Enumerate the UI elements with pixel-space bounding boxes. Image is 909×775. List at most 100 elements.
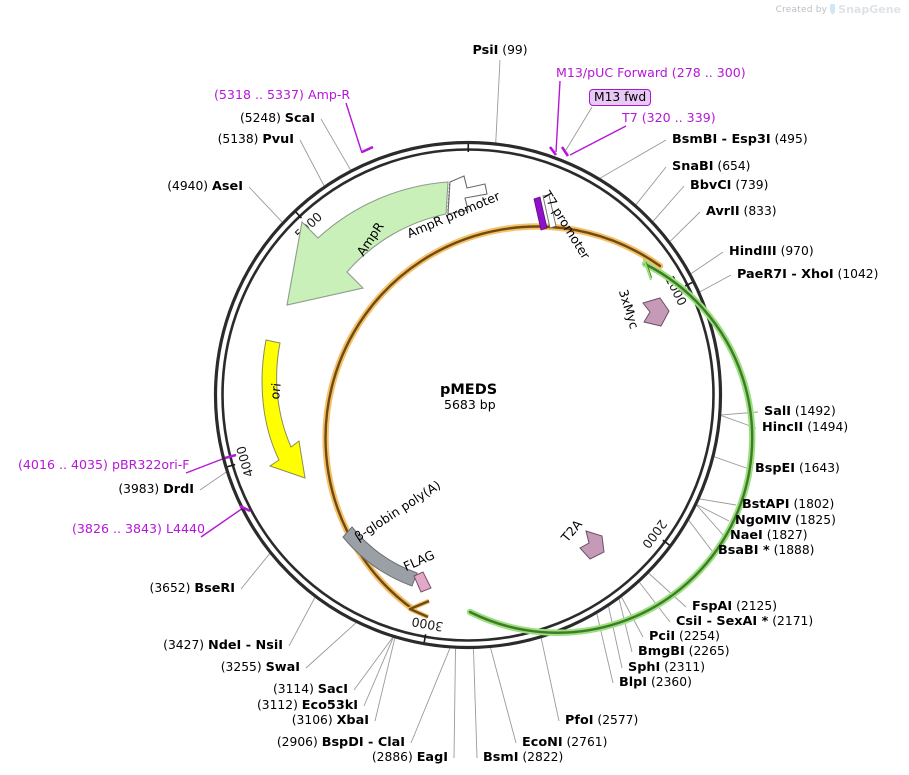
enzyme-position: (2265)	[684, 644, 730, 658]
enzyme-name: AseI	[212, 178, 243, 193]
enzyme-name: BsmI	[483, 749, 518, 764]
enzyme-position: (99)	[498, 43, 528, 57]
enzyme-position: (2254)	[675, 629, 720, 643]
enzyme-site-label: FspAI (2125)	[692, 600, 777, 614]
enzyme-leader-line	[299, 139, 325, 186]
enzyme-name-text: PvuI	[262, 132, 294, 147]
enzyme-name-text: HincII	[762, 420, 804, 435]
enzyme-site-label: HincII (1494)	[762, 421, 848, 435]
enzyme-leader-line	[696, 504, 730, 522]
enzyme-position: (3112)	[256, 698, 302, 712]
enzyme-position: (739)	[731, 178, 769, 192]
enzyme-leader-line	[248, 186, 283, 223]
enzyme-name-text: BsmI	[483, 750, 519, 765]
enzyme-name: EcoNI	[522, 734, 563, 749]
enzyme-name-text: CsiI - SexAI *	[676, 614, 769, 629]
snapgene-watermark: Created by SnapGene	[776, 3, 901, 16]
enzyme-name-text: DrdI	[163, 482, 194, 497]
tick-mark	[227, 463, 236, 468]
enzyme-site-label: SnaBI (654)	[672, 160, 750, 174]
enzyme-site-label: BstAPI (1802)	[742, 498, 834, 512]
enzyme-site-label: BbvCI (739)	[690, 179, 768, 193]
enzyme-site-label: SalI (1492)	[764, 405, 836, 419]
enzyme-name: BspEI	[755, 460, 795, 475]
enzyme-name-text: AseI	[212, 179, 243, 194]
enzyme-name-text: PciI	[649, 629, 676, 644]
enzyme-position: (2577)	[593, 713, 639, 727]
enzyme-name: SnaBI	[672, 158, 713, 173]
enzyme-name: CsiI - SexAI *	[676, 613, 768, 628]
enzyme-leader-line	[699, 274, 732, 293]
enzyme-position: (1827)	[762, 528, 808, 542]
enzyme-name-text: BsmBI - Esp3I	[672, 132, 771, 147]
enzyme-position: (2171)	[768, 614, 814, 628]
feature-name: pBR322ori-F	[111, 457, 190, 472]
enzyme-site-label: (4940) AseI	[0, 180, 243, 194]
enzyme-position: (1888)	[769, 543, 815, 557]
enzyme-leader-line	[608, 606, 623, 669]
enzyme-name-text: PaeR7I - XhoI	[737, 267, 834, 282]
enzyme-leader-line	[305, 622, 357, 669]
enzyme-position: (495)	[770, 132, 808, 146]
feature-range: (278 .. 300)	[667, 65, 746, 80]
enzyme-site-label: BsaBI * (1888)	[718, 544, 814, 558]
enzyme-position: (2311)	[660, 660, 706, 674]
enzyme-site-label: NaeI (1827)	[730, 529, 808, 543]
feature-3xmyc-tag	[642, 297, 670, 327]
enzyme-name-text: BlpI	[619, 675, 648, 690]
enzyme-name-text: BspDI - ClaI	[321, 735, 405, 750]
enzyme-leader-line	[699, 498, 737, 506]
enzyme-name-text: FspAI	[692, 599, 733, 614]
enzyme-site-label: BlpI (2360)	[619, 676, 692, 690]
enzyme-site-label: AvrII (833)	[706, 205, 777, 219]
enzyme-position: (3983)	[118, 482, 164, 496]
enzyme-position: (1042)	[833, 267, 879, 281]
primer-binding-ticks	[224, 145, 570, 513]
enzyme-site-label: (3983) DrdI	[0, 483, 194, 497]
enzyme-name-text: BseRI	[194, 581, 235, 596]
enzyme-name: NdeI - NsiI	[208, 637, 283, 652]
enzyme-name-text: AvrII	[706, 204, 740, 219]
enzyme-site-label: (3106) XbaI	[0, 714, 369, 728]
feature-label-ori: ori	[267, 382, 284, 401]
enzyme-position: (3106)	[291, 713, 337, 727]
enzyme-name: SwaI	[266, 659, 300, 674]
enzyme-leader-line	[635, 166, 667, 205]
enzyme-site-label: (2906) BspDI - ClaI	[0, 736, 405, 750]
enzyme-site-label: HindIII (970)	[729, 245, 814, 259]
m13-fwd-badge[interactable]: M13 fwd	[589, 88, 652, 107]
enzyme-leader-line	[690, 251, 724, 274]
feature-name: L4440	[165, 521, 206, 536]
enzyme-name: PfoI	[565, 712, 594, 727]
enzyme-position: (1492)	[791, 404, 836, 418]
enzyme-name: HindIII	[729, 243, 777, 258]
enzyme-site-label: (3112) Eco53kI	[0, 699, 358, 713]
tick-mark	[662, 539, 670, 546]
enzyme-position: (2360)	[647, 675, 692, 689]
enzyme-name-text: PsiI	[472, 43, 499, 58]
feature-leader-line	[555, 80, 561, 153]
enzyme-name: XbaI	[337, 712, 369, 727]
enzyme-leader-line	[453, 648, 456, 759]
enzyme-name: DrdI	[163, 481, 194, 496]
enzyme-site-label: BsmBI - Esp3I (495)	[672, 133, 808, 147]
enzyme-name: NaeI	[730, 527, 763, 542]
enzyme-name-text: SalI	[764, 404, 791, 419]
enzyme-position: (1825)	[791, 513, 836, 527]
feature-range: (5318 .. 5337)	[214, 87, 308, 102]
enzyme-name-text: SnaBI	[672, 159, 714, 174]
enzyme-position: (2822)	[518, 750, 564, 764]
enzyme-site-label: BsmI (2822)	[483, 751, 563, 765]
enzyme-site-label: PfoI (2577)	[565, 714, 638, 728]
watermark-prefix: Created by	[775, 4, 828, 15]
enzyme-name: NgoMIV	[735, 512, 791, 527]
enzyme-site-label: (5248) ScaI	[0, 112, 315, 126]
watermark-brand: SnapGene	[838, 3, 901, 16]
enzyme-position: (1802)	[789, 497, 835, 511]
enzyme-leader-line	[288, 597, 316, 647]
enzyme-site-label: NgoMIV (1825)	[735, 514, 836, 528]
enzyme-leader-line	[473, 648, 478, 759]
feature-name: Amp-R	[307, 87, 351, 102]
